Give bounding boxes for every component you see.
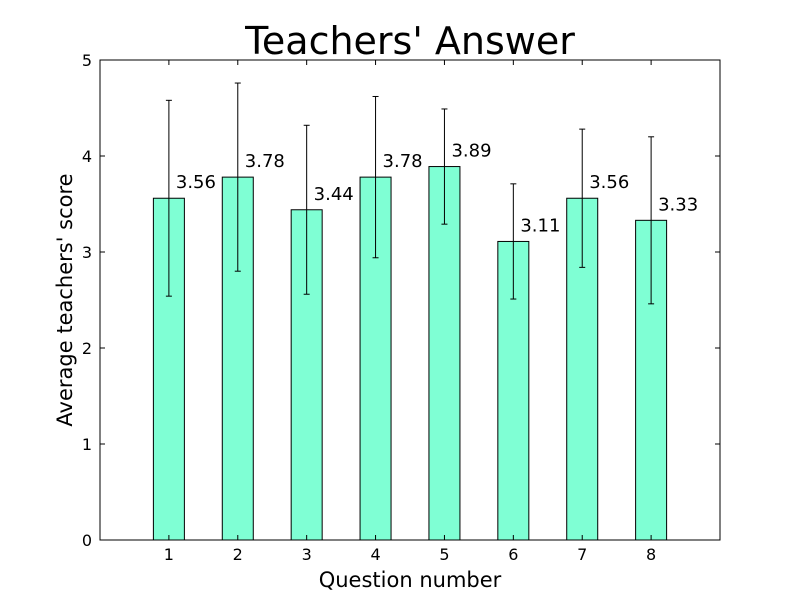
error-bar-4 [372,95,379,259]
x-tick-label-8: 8 [646,545,656,564]
y-tick-label-4: 4 [82,147,92,166]
x-tick-label-3: 3 [302,545,312,564]
y-tick-label-5: 5 [82,51,92,70]
bars-layer [152,166,668,541]
error-bars-layer [165,82,655,305]
error-bar-3 [303,124,310,295]
x-tick-label-5: 5 [439,545,449,564]
x-tick-label-1: 1 [164,545,174,564]
y-tick-label-1: 1 [82,435,92,454]
data-label-5: 3.89 [451,141,491,162]
x-tick-label-4: 4 [370,545,380,564]
data-label-2: 3.78 [245,151,285,172]
data-label-8: 3.33 [658,194,698,215]
error-bar-2 [234,82,241,272]
y-tick-label-2: 2 [82,339,92,358]
data-label-1: 3.56 [176,172,216,193]
y-tick-label-3: 3 [82,243,92,262]
data-label-6: 3.11 [520,215,560,236]
data-label-3: 3.44 [314,184,354,205]
data-labels-layer: 3.56 3.78 3.44 3.78 3.89 3.11 3.56 3.33 [176,141,698,237]
x-tick-label-6: 6 [508,545,518,564]
x-tick-label-7: 7 [577,545,587,564]
plot-frame [99,59,721,541]
x-tick-label-2: 2 [233,545,243,564]
x-axis-label: Question number [319,568,502,592]
y-tick-label-0: 0 [82,531,92,550]
bar-4 [359,176,392,541]
error-bar-6 [510,183,517,300]
data-label-4: 3.78 [383,151,423,172]
error-bar-7 [579,128,586,268]
error-bar-5 [441,108,448,225]
data-label-7: 3.56 [589,172,629,193]
y-axis: 0 1 2 3 4 5 [82,51,720,550]
y-axis-label: Average teachers' score [53,173,77,426]
error-bar-1 [165,99,172,297]
x-axis: 1 2 3 4 5 6 7 8 [164,60,656,564]
chart-title: Teachers' Answer [244,19,575,63]
error-bar-8 [648,136,655,305]
